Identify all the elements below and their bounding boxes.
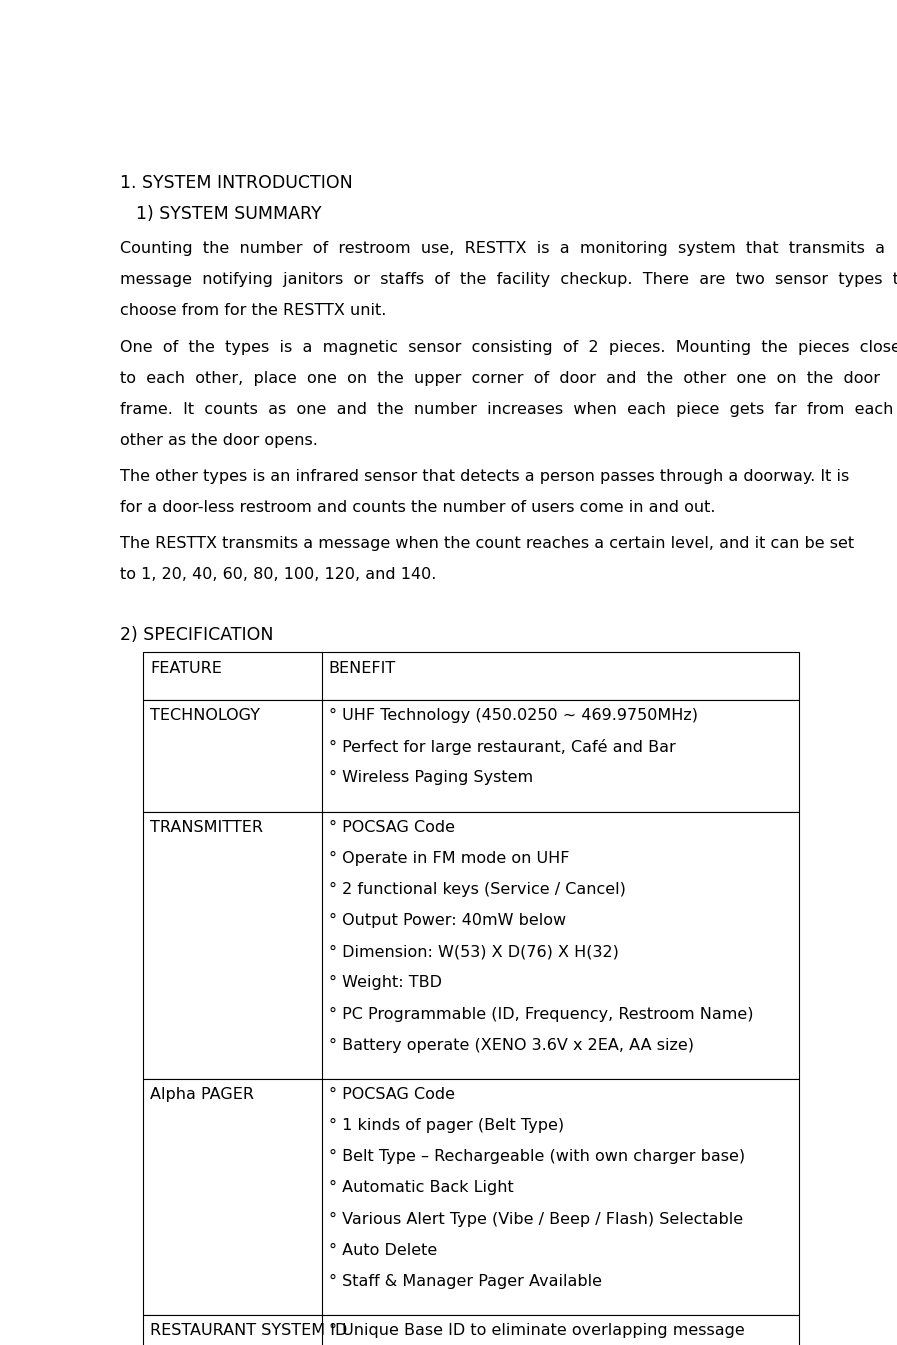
Text: message  notifying  janitors  or  staffs  of  the  facility  checkup.  There  ar: message notifying janitors or staffs of …: [120, 272, 897, 288]
Text: choose from for the RESTTX unit.: choose from for the RESTTX unit.: [120, 303, 387, 319]
Bar: [144, 1315, 799, 1345]
Text: ° Dimension: W(53) X D(76) X H(32): ° Dimension: W(53) X D(76) X H(32): [328, 944, 619, 959]
Text: 1) SYSTEM SUMMARY: 1) SYSTEM SUMMARY: [135, 204, 321, 223]
Text: RESTAURANT SYSTEM ID: RESTAURANT SYSTEM ID: [151, 1323, 348, 1338]
Text: 1. SYSTEM INTRODUCTION: 1. SYSTEM INTRODUCTION: [120, 174, 353, 192]
Text: ° UHF Technology (450.0250 ~ 469.9750MHz): ° UHF Technology (450.0250 ~ 469.9750MHz…: [328, 709, 698, 724]
Text: ° Operate in FM mode on UHF: ° Operate in FM mode on UHF: [328, 851, 570, 866]
Text: The other types is an infrared sensor that detects a person passes through a doo: The other types is an infrared sensor th…: [120, 469, 849, 484]
Text: to 1, 20, 40, 60, 80, 100, 120, and 140.: to 1, 20, 40, 60, 80, 100, 120, and 140.: [120, 568, 437, 582]
Text: TECHNOLOGY: TECHNOLOGY: [151, 709, 260, 724]
Bar: [144, 652, 799, 699]
Text: ° 2 functional keys (Service / Cancel): ° 2 functional keys (Service / Cancel): [328, 882, 625, 897]
Text: ° 1 kinds of pager (Belt Type): ° 1 kinds of pager (Belt Type): [328, 1118, 564, 1134]
Bar: [144, 1079, 799, 1315]
Text: ° POCSAG Code: ° POCSAG Code: [328, 1087, 455, 1103]
Text: ° Various Alert Type (Vibe / Beep / Flash) Selectable: ° Various Alert Type (Vibe / Beep / Flas…: [328, 1212, 743, 1227]
Text: ° Output Power: 40mW below: ° Output Power: 40mW below: [328, 913, 566, 928]
Text: frame.  It  counts  as  one  and  the  number  increases  when  each  piece  get: frame. It counts as one and the number i…: [120, 402, 893, 417]
Text: ° Weight: TBD: ° Weight: TBD: [328, 975, 441, 990]
Text: ° Belt Type – Rechargeable (with own charger base): ° Belt Type – Rechargeable (with own cha…: [328, 1150, 745, 1165]
Text: BENEFIT: BENEFIT: [328, 660, 396, 675]
Text: TRANSMITTER: TRANSMITTER: [151, 820, 264, 835]
Text: Alpha PAGER: Alpha PAGER: [151, 1087, 255, 1103]
Text: 2) SPECIFICATION: 2) SPECIFICATION: [120, 627, 274, 644]
Text: One  of  the  types  is  a  magnetic  sensor  consisting  of  2  pieces.  Mounti: One of the types is a magnetic sensor co…: [120, 339, 897, 355]
Text: Counting  the  number  of  restroom  use,  RESTTX  is  a  monitoring  system  th: Counting the number of restroom use, RES…: [120, 241, 885, 256]
Text: to  each  other,  place  one  on  the  upper  corner  of  door  and  the  other : to each other, place one on the upper co…: [120, 371, 881, 386]
Text: ° Automatic Back Light: ° Automatic Back Light: [328, 1181, 513, 1196]
Bar: [144, 699, 799, 812]
Text: ° Auto Delete: ° Auto Delete: [328, 1243, 437, 1258]
Text: other as the door opens.: other as the door opens.: [120, 433, 318, 448]
Text: ° Unique Base ID to eliminate overlapping message: ° Unique Base ID to eliminate overlappin…: [328, 1323, 745, 1338]
Text: ° PC Programmable (ID, Frequency, Restroom Name): ° PC Programmable (ID, Frequency, Restro…: [328, 1006, 753, 1021]
Text: ° POCSAG Code: ° POCSAG Code: [328, 820, 455, 835]
Text: The RESTTX transmits a message when the count reaches a certain level, and it ca: The RESTTX transmits a message when the …: [120, 537, 855, 551]
Bar: [144, 812, 799, 1079]
Text: for a door-less restroom and counts the number of users come in and out.: for a door-less restroom and counts the …: [120, 500, 716, 515]
Text: ° Perfect for large restaurant, Café and Bar: ° Perfect for large restaurant, Café and…: [328, 740, 675, 756]
Text: ° Battery operate (XENO 3.6V x 2EA, AA size): ° Battery operate (XENO 3.6V x 2EA, AA s…: [328, 1037, 693, 1053]
Text: ° Staff & Manager Pager Available: ° Staff & Manager Pager Available: [328, 1274, 602, 1289]
Text: FEATURE: FEATURE: [151, 660, 222, 675]
Text: ° Wireless Paging System: ° Wireless Paging System: [328, 771, 533, 785]
